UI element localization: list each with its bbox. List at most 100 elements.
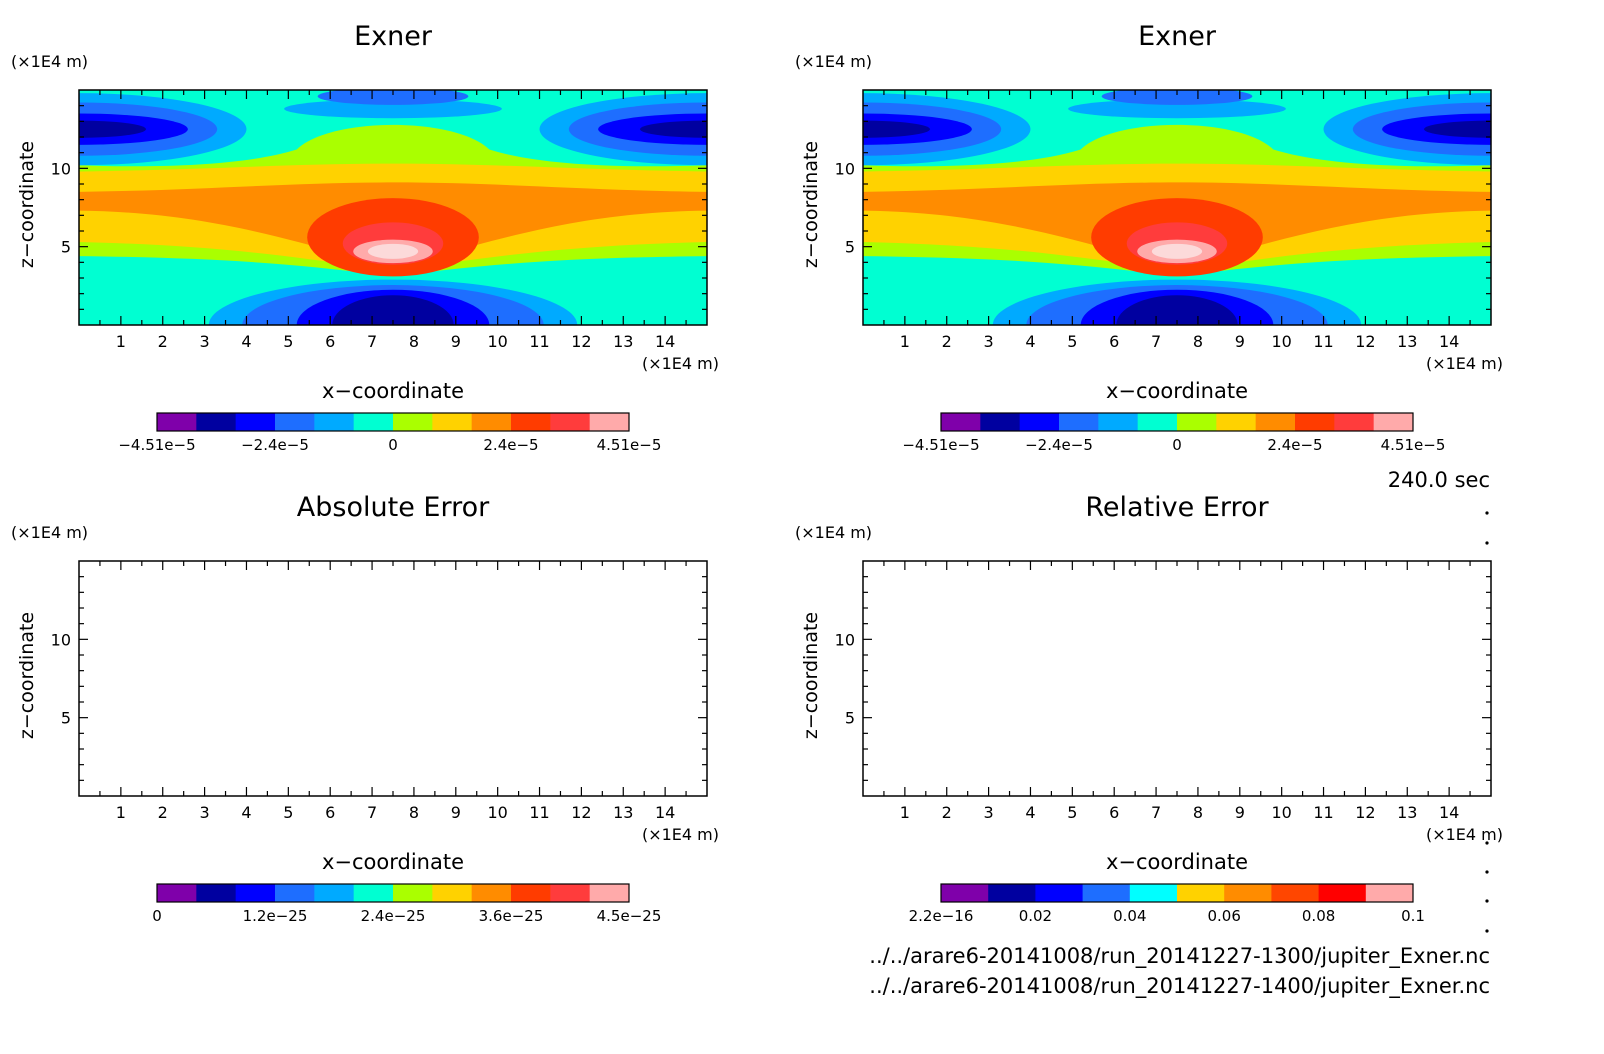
x-tick-label: 7 xyxy=(1151,332,1161,351)
colorbar-tick-label: 0 xyxy=(152,907,162,925)
colorbar-tick-label: −4.51e−5 xyxy=(118,436,195,454)
x-unit-label: (×1E4 m) xyxy=(642,354,719,373)
colorbar-swatch xyxy=(1137,413,1178,431)
y-unit-label: (×1E4 m) xyxy=(795,523,872,542)
colorbar-frame xyxy=(940,883,1414,903)
colorbar-swatch xyxy=(275,413,315,431)
contour-band xyxy=(1101,90,1253,105)
x-tick-label: 7 xyxy=(1151,803,1161,822)
colorbar-swatch xyxy=(1295,413,1335,431)
colorbar-swatch xyxy=(1373,413,1414,431)
plot-area xyxy=(863,561,1491,796)
x-unit-label: (×1E4 m) xyxy=(642,825,719,844)
x-tick-label: 8 xyxy=(1193,803,1203,822)
x-tick-label: 9 xyxy=(1235,803,1245,822)
contour-band xyxy=(1424,120,1491,138)
y-unit-label: (×1E4 m) xyxy=(11,52,88,71)
colorbar-frame xyxy=(156,883,630,903)
x-tick-label: 9 xyxy=(451,332,461,351)
x-tick-label: 11 xyxy=(1313,332,1333,351)
y-tick-label: 5 xyxy=(845,238,855,257)
x-tick-label: 12 xyxy=(1355,332,1375,351)
colorbar: 2.2e−16 0.02 0.04 0.06 0.08 0.1 xyxy=(909,883,1425,925)
x-tick-label: 7 xyxy=(367,803,377,822)
colorbar-tick-label: 0 xyxy=(388,436,398,454)
colorbar-swatch xyxy=(1098,413,1139,431)
colorbar: −4.51e−5 −2.4e−5 0 2.4e−5 4.51e−5 xyxy=(118,412,661,454)
colorbar-swatch xyxy=(1019,413,1060,431)
edge-dots xyxy=(1485,511,1489,933)
x-tick-label: 3 xyxy=(200,332,210,351)
axis-ticks xyxy=(863,561,1491,796)
x-tick-label: 13 xyxy=(613,332,633,351)
x-tick-label: 1 xyxy=(900,332,910,351)
x-unit-label: (×1E4 m) xyxy=(1426,825,1503,844)
x-tick-label: 3 xyxy=(984,803,994,822)
contour-band xyxy=(1116,295,1238,325)
y-tick-label: 10 xyxy=(835,630,855,649)
x-tick-label: 4 xyxy=(241,803,251,822)
colorbar-tick-label: 4.5e−25 xyxy=(597,907,662,925)
y-tick-label: 10 xyxy=(51,159,71,178)
x-tick-label: 14 xyxy=(655,332,675,351)
time-label: 240.0 sec xyxy=(1388,468,1490,492)
colorbar-tick-label: 1.2e−25 xyxy=(243,907,308,925)
contour-band xyxy=(332,295,454,325)
x-tick-label: 6 xyxy=(1109,332,1119,351)
x-tick-label: 6 xyxy=(1109,803,1119,822)
edge-dot xyxy=(1485,870,1489,874)
colorbar: 0 1.2e−25 2.4e−25 3.6e−25 4.5e−25 xyxy=(152,883,662,925)
colorbar-swatch xyxy=(1177,413,1217,431)
colorbar-swatch xyxy=(393,884,433,902)
x-tick-label: 2 xyxy=(158,332,168,351)
x-tick-label: 1 xyxy=(116,332,126,351)
edge-dot xyxy=(1485,929,1489,933)
x-tick-label: 14 xyxy=(1439,803,1459,822)
colorbar-swatch xyxy=(1271,884,1320,902)
colorbar-tick-label: −2.4e−5 xyxy=(1025,436,1093,454)
axis-ticks xyxy=(863,90,1491,325)
x-tick-label: 5 xyxy=(1067,332,1077,351)
x-tick-label: 5 xyxy=(283,803,293,822)
colorbar-swatch xyxy=(589,884,630,902)
colorbar-tick-label: 2.4e−5 xyxy=(483,436,538,454)
edge-dot xyxy=(1485,541,1489,545)
x-tick-label: 10 xyxy=(1271,332,1291,351)
colorbar-tick-label: 0.1 xyxy=(1401,907,1425,925)
x-tick-label: 12 xyxy=(571,332,591,351)
colorbar-tick-label: 0.06 xyxy=(1207,907,1240,925)
colorbar-swatch xyxy=(941,884,989,902)
colorbar-tick-label: −4.51e−5 xyxy=(902,436,979,454)
colorbar-swatch xyxy=(550,413,591,431)
axis-ticks xyxy=(79,561,707,796)
contour-band xyxy=(863,120,930,138)
colorbar-tick-label: 2.2e−16 xyxy=(909,907,974,925)
edge-dot xyxy=(1485,511,1489,515)
colorbar-tick-label: 0.08 xyxy=(1302,907,1335,925)
colorbar-swatch xyxy=(1255,413,1296,431)
x-tick-label: 6 xyxy=(325,803,335,822)
contour-field xyxy=(863,90,1491,325)
x-tick-label: 9 xyxy=(1235,332,1245,351)
y-unit-label: (×1E4 m) xyxy=(11,523,88,542)
chart-title: Exner xyxy=(1138,21,1217,52)
x-tick-label: 14 xyxy=(655,803,675,822)
y-axis-label: z−coordinate xyxy=(800,612,822,739)
x-tick-label: 7 xyxy=(367,332,377,351)
colorbar-tick-label: 4.51e−5 xyxy=(1381,436,1446,454)
y-axis-label: z−coordinate xyxy=(800,141,822,268)
x-axis-label: x−coordinate xyxy=(322,850,464,874)
x-tick-label: 5 xyxy=(283,332,293,351)
contour-band xyxy=(1068,99,1286,119)
colorbar-swatch xyxy=(275,884,315,902)
colorbar-swatch xyxy=(589,413,630,431)
edge-dot xyxy=(1485,841,1489,845)
colorbar-frame xyxy=(940,412,1414,432)
y-tick-label: 10 xyxy=(835,159,855,178)
colorbar-swatch xyxy=(1082,884,1131,902)
x-tick-label: 8 xyxy=(409,332,419,351)
x-tick-label: 2 xyxy=(942,803,952,822)
x-axis-label: x−coordinate xyxy=(1106,379,1248,403)
x-tick-label: 2 xyxy=(942,332,952,351)
